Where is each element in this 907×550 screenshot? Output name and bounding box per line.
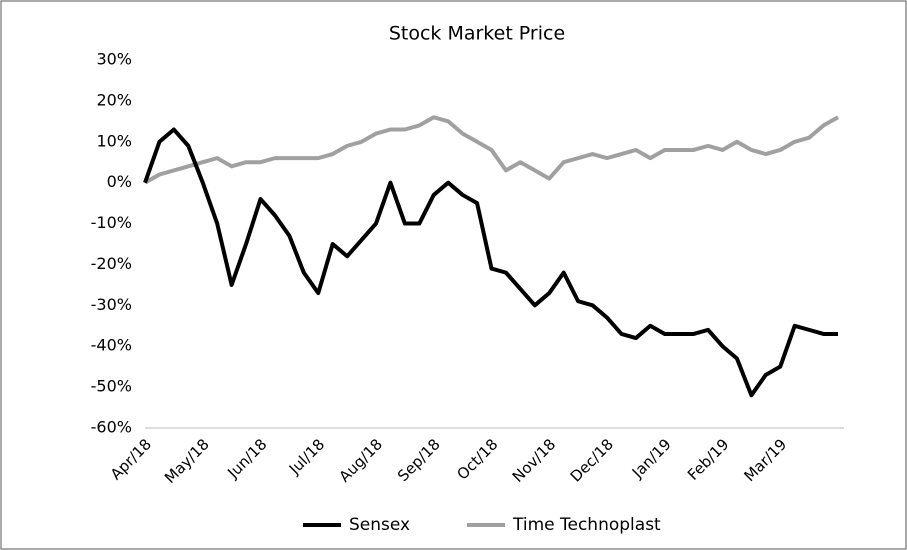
- y-tick-label: -20%: [91, 254, 132, 273]
- line-series: [144, 115, 839, 185]
- y-tick-label: 20%: [96, 90, 132, 109]
- y-tick-label: -40%: [91, 336, 132, 355]
- line-series: [143, 127, 838, 398]
- y-tick-label: -30%: [91, 295, 132, 314]
- y-tick-label: -50%: [91, 377, 132, 396]
- chart-title: Stock Market Price: [389, 23, 565, 45]
- y-tick-label: 10%: [96, 131, 132, 150]
- y-tick-label: -60%: [91, 418, 132, 437]
- legend-label: Sensex: [349, 515, 410, 535]
- legend-label: Time Technoplast: [512, 515, 661, 535]
- y-tick-label: 30%: [96, 50, 132, 69]
- y-tick-label: 0%: [107, 172, 132, 191]
- y-tick-label: -10%: [91, 213, 132, 232]
